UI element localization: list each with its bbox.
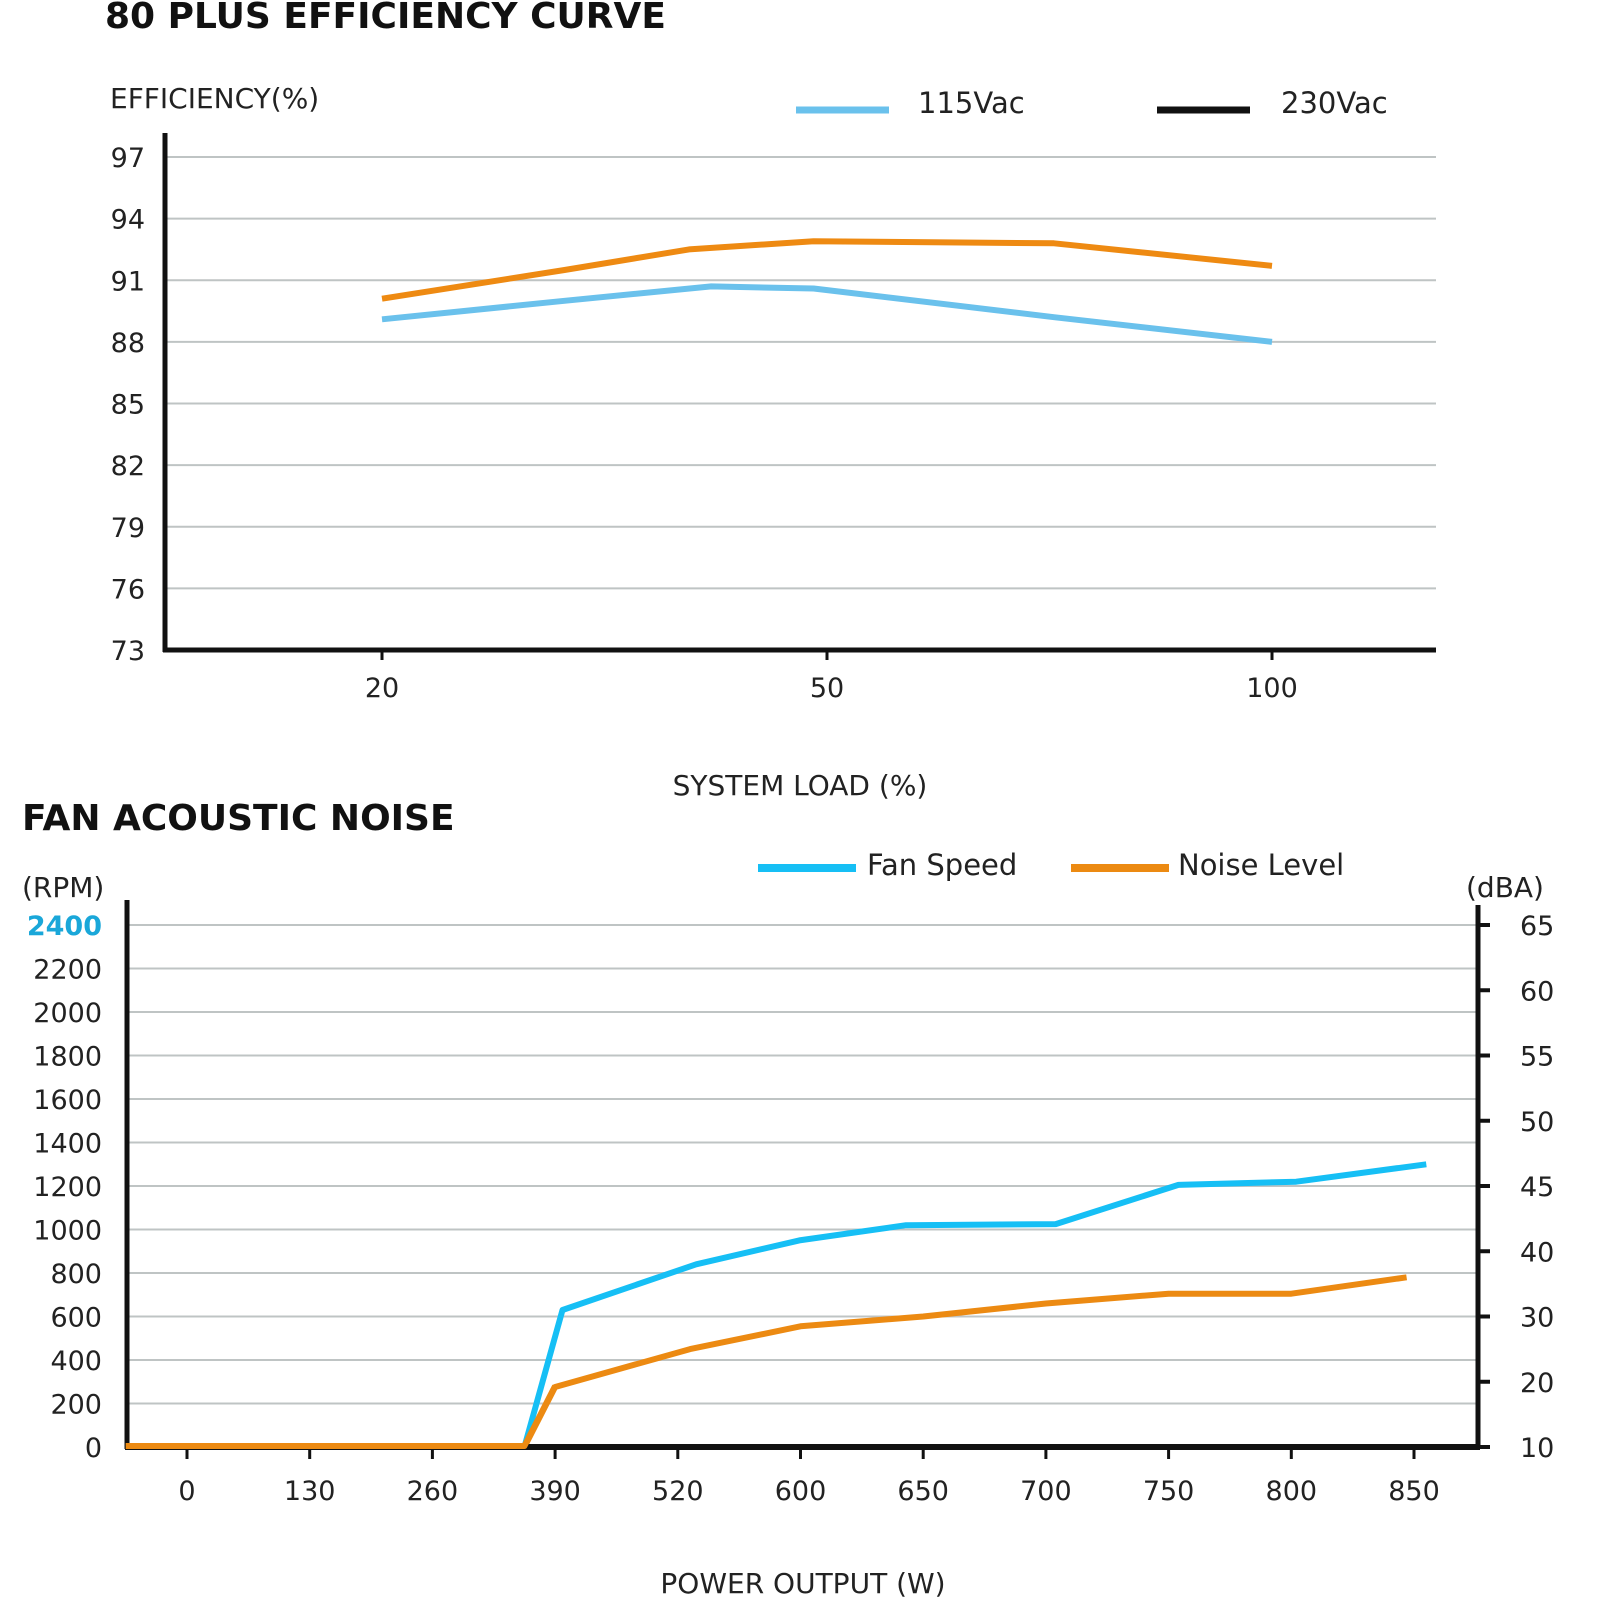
legend-label: Fan Speed (867, 848, 1017, 882)
y2-tick-label: 30 (1520, 1303, 1554, 1334)
fan-noise-chart-title: FAN ACOUSTIC NOISE (22, 798, 455, 839)
y-tick-label: 1200 (33, 1172, 102, 1203)
y-tick-label: 85 (111, 390, 145, 421)
x-tick-label: 390 (529, 1476, 581, 1507)
x-tick-label: 850 (1388, 1476, 1440, 1507)
y-tick-label: 2200 (33, 955, 102, 986)
y-tick-label: 200 (50, 1390, 102, 1421)
x-tick-label: 130 (284, 1476, 336, 1507)
y-tick-label: 97 (111, 143, 145, 174)
legend-label: 115Vac (918, 86, 1025, 120)
y-tick-label: 1000 (33, 1216, 102, 1247)
y-tick-label: 1400 (33, 1129, 102, 1160)
noise-level-baseline (125, 1384, 558, 1449)
x-tick-label: 650 (897, 1476, 949, 1507)
y-tick-label: 88 (111, 328, 145, 359)
legend-label: 230Vac (1281, 86, 1388, 120)
x-tick-label: 20 (365, 673, 399, 704)
y-tick-label: 91 (111, 266, 145, 297)
y-tick-label: 79 (111, 513, 145, 544)
y2-tick-label: 65 (1520, 911, 1554, 942)
x-tick-label: 260 (407, 1476, 459, 1507)
fan-noise-y2-axis-label: (dBA) (1466, 871, 1544, 904)
efficiency-x-axis-label: SYSTEM LOAD (%) (673, 769, 928, 802)
y-tick-label: 94 (111, 205, 145, 236)
x-tick-label: 50 (810, 673, 844, 704)
x-tick-label: 600 (775, 1476, 827, 1507)
y-tick-label: 1800 (33, 1042, 102, 1073)
y-tick-label: 2400 (27, 911, 102, 942)
x-tick-label: 0 (178, 1476, 195, 1507)
series-line-fan-speed (125, 1161, 1427, 1450)
y2-tick-label: 40 (1520, 1237, 1554, 1268)
y2-tick-label: 55 (1520, 1042, 1554, 1073)
series-line-noise-level (125, 1274, 1408, 1450)
legend-label: Noise Level (1178, 848, 1344, 882)
efficiency-y-axis-label: EFFICIENCY(%) (110, 82, 319, 115)
y2-tick-label: 50 (1520, 1107, 1554, 1138)
y-tick-label: 400 (50, 1346, 102, 1377)
series-line-115vac (381, 283, 1273, 345)
y2-tick-label: 20 (1520, 1368, 1554, 1399)
y-tick-label: 73 (111, 636, 145, 667)
y-tick-label: 82 (111, 451, 145, 482)
fan-noise-x-axis-label: POWER OUTPUT (W) (660, 1567, 945, 1600)
fan-noise-chart: FAN ACOUSTIC NOISE (RPM) (dBA) POWER OUT… (22, 798, 1554, 1600)
y-tick-label: 76 (111, 574, 145, 605)
x-tick-label: 800 (1266, 1476, 1318, 1507)
y2-tick-label: 60 (1520, 976, 1554, 1007)
x-tick-label: 520 (652, 1476, 704, 1507)
x-tick-label: 750 (1143, 1476, 1195, 1507)
x-tick-label: 700 (1020, 1476, 1072, 1507)
y-tick-label: 1600 (33, 1085, 102, 1116)
y2-tick-label: 45 (1520, 1172, 1554, 1203)
fan-noise-y-axis-label: (RPM) (22, 871, 104, 904)
y-tick-label: 0 (85, 1433, 102, 1464)
series-line-230vac (381, 238, 1273, 302)
y2-tick-label: 10 (1520, 1433, 1554, 1464)
x-tick-label: 100 (1246, 673, 1298, 704)
y-tick-label: 800 (50, 1259, 102, 1290)
efficiency-chart-title: 80 PLUS EFFICIENCY CURVE (105, 0, 666, 37)
y-tick-label: 2000 (33, 998, 102, 1029)
y-tick-label: 600 (50, 1303, 102, 1334)
efficiency-chart: 80 PLUS EFFICIENCY CURVE EFFICIENCY(%) S… (105, 0, 1436, 802)
